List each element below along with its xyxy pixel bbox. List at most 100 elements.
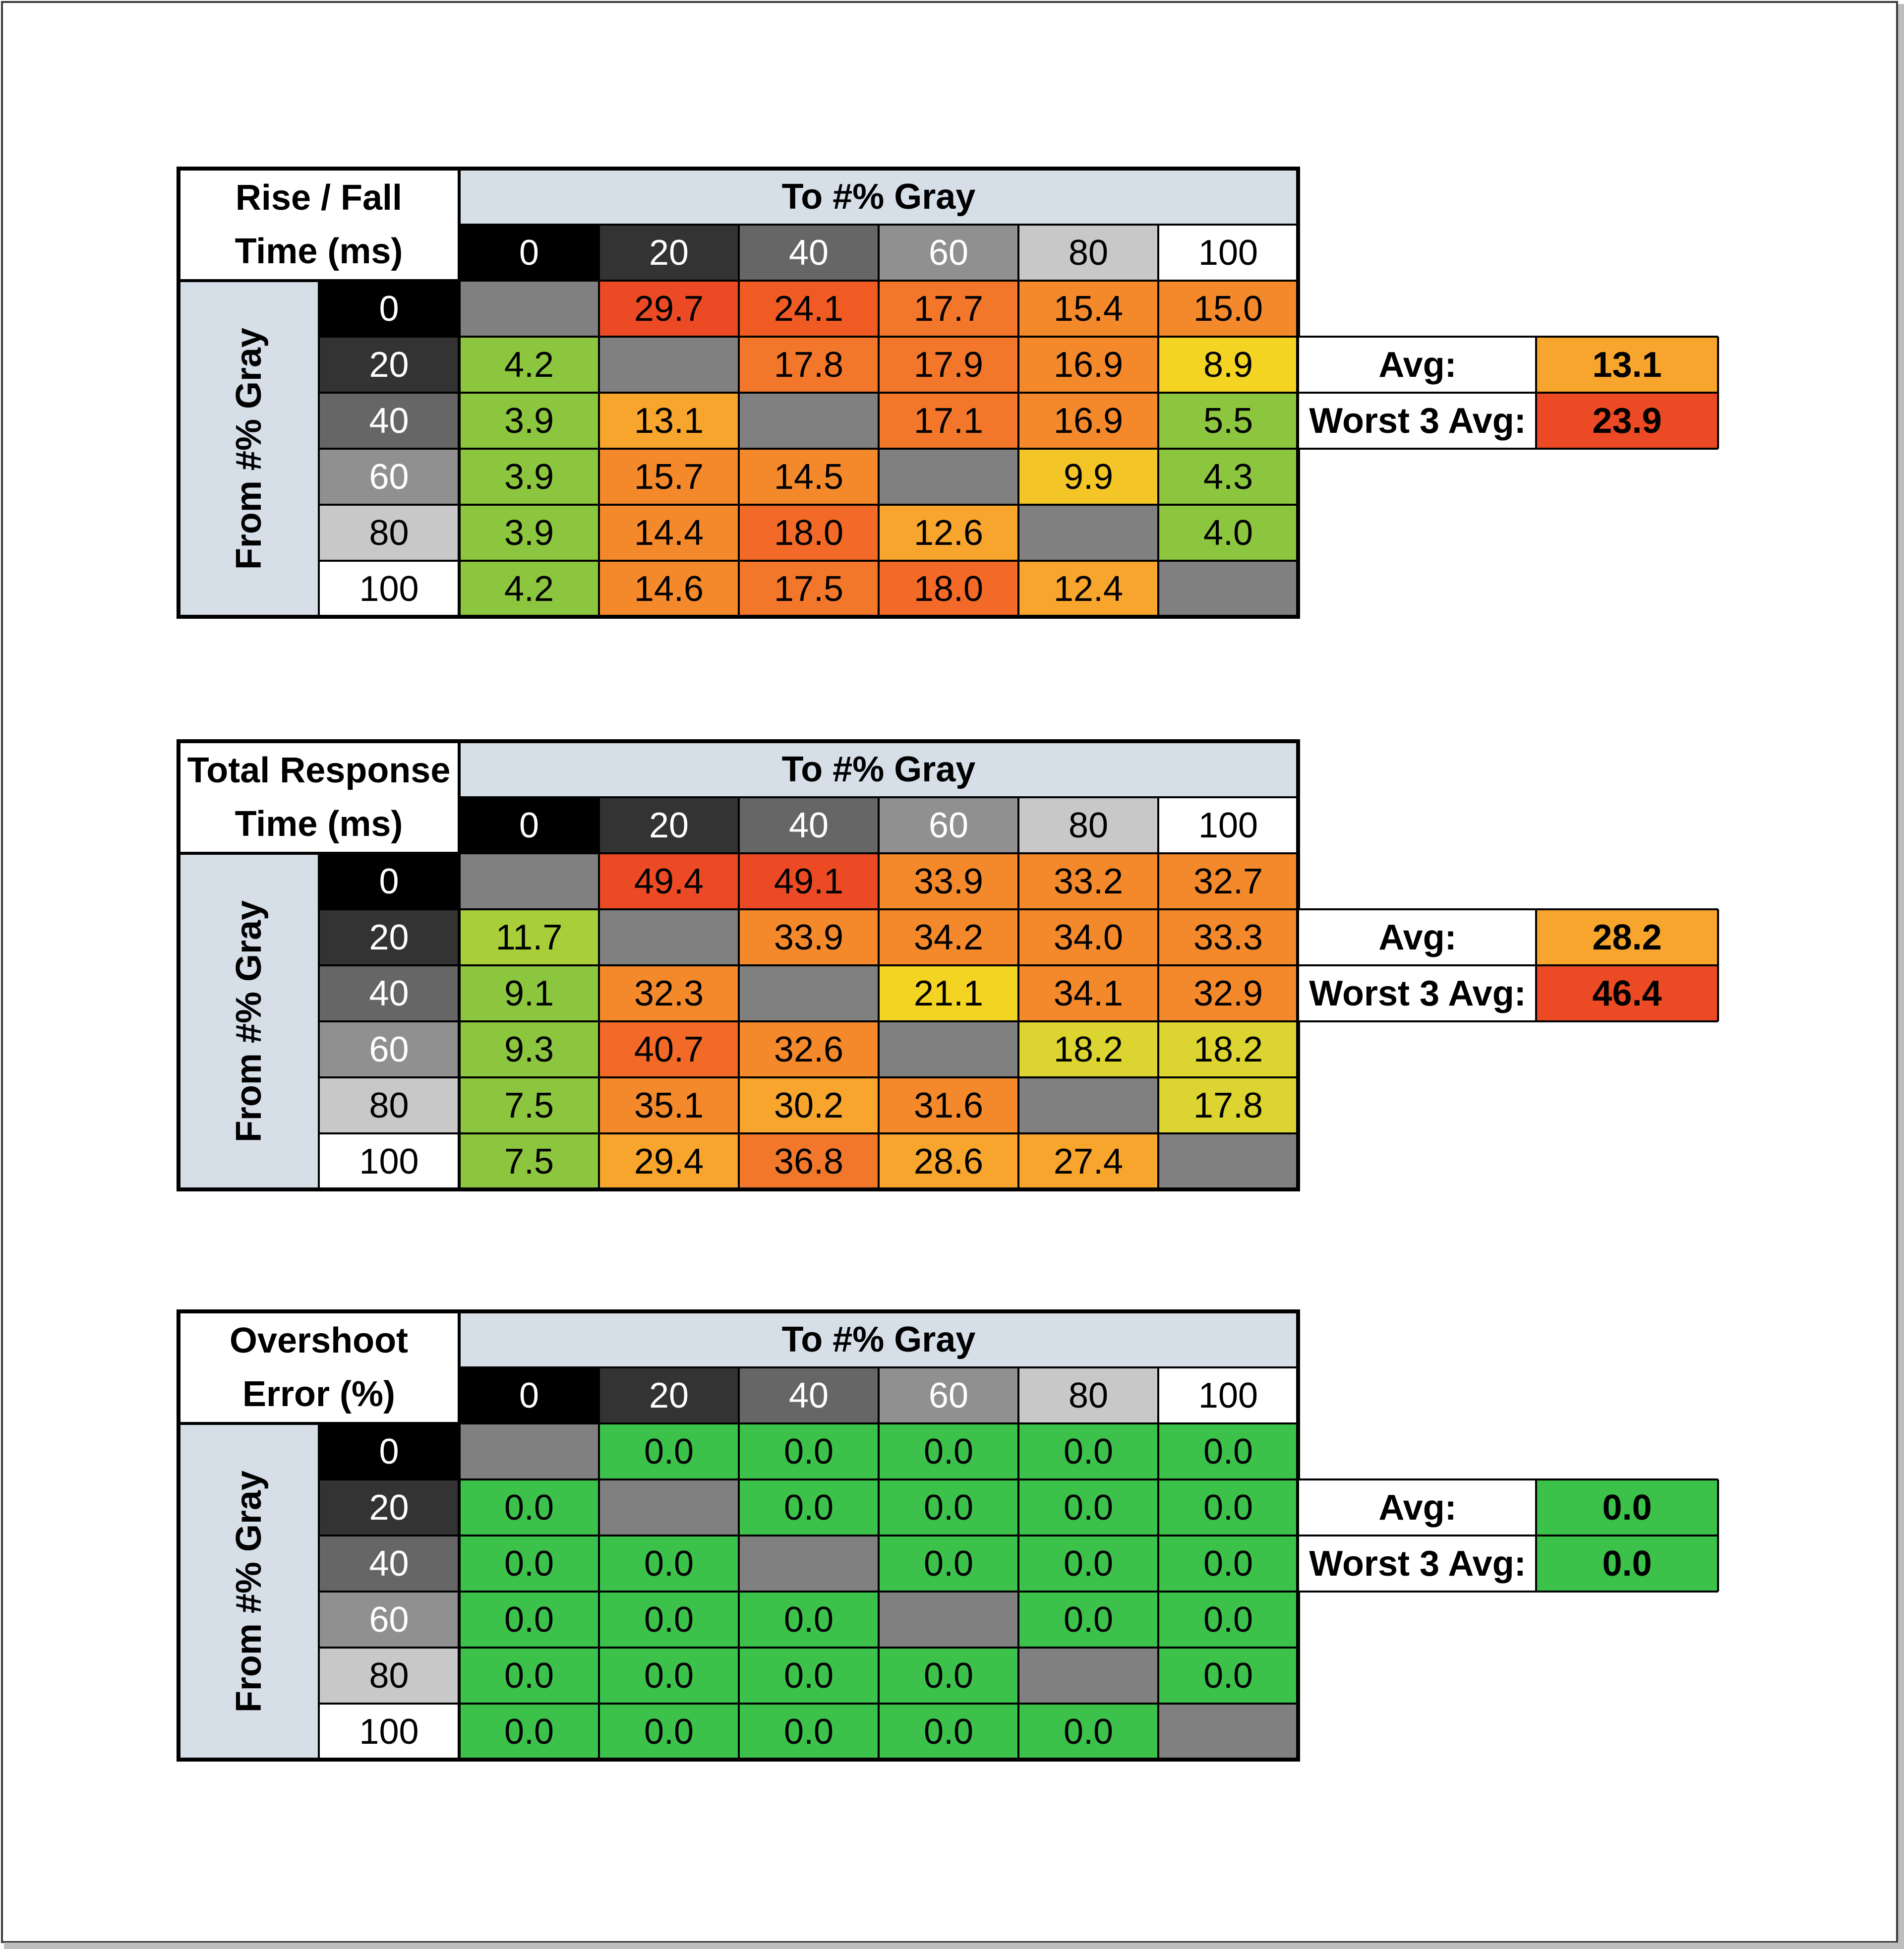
grid-line-h: [319, 504, 459, 506]
grid-line-h: [459, 796, 1298, 798]
grid-line-v: [318, 853, 320, 1189]
heatmap-cell: 15.0: [1158, 281, 1298, 337]
heatmap-cell: 4.0: [1158, 505, 1298, 561]
heatmap-cell: 17.8: [739, 337, 879, 393]
grid-line-v: [458, 1311, 461, 1760]
heatmap-cell: 0.0: [739, 1423, 879, 1479]
table-title-line: Time (ms): [235, 232, 403, 271]
y-tick-label: 40: [319, 1536, 459, 1592]
x-tick-label: 60: [879, 1367, 1018, 1423]
grid-line-v: [1017, 1367, 1019, 1760]
y-axis-label: From #% Gray: [229, 900, 269, 1143]
summary-border: [1717, 337, 1719, 449]
x-tick-label: 100: [1158, 797, 1298, 853]
heatmap-cell-empty: [1018, 505, 1158, 561]
heatmap-cell: 17.5: [739, 561, 879, 617]
heatmap-cell-empty: [459, 281, 599, 337]
x-tick-label: 20: [599, 1367, 739, 1423]
table-border-right: [1296, 739, 1300, 1191]
x-tick-label: 20: [599, 797, 739, 853]
table-border-bottom: [177, 615, 1300, 619]
heatmap-cell: 32.7: [1158, 853, 1298, 909]
heatmap-cell: 0.0: [1018, 1704, 1158, 1760]
x-tick-label: 60: [879, 225, 1018, 281]
heatmap-cell: 3.9: [459, 505, 599, 561]
heatmap-cell: 34.2: [879, 909, 1018, 965]
heatmap-cell: 18.2: [1158, 1021, 1298, 1077]
summary-border: [1299, 908, 1718, 910]
heatmap-cell: 0.0: [1018, 1479, 1158, 1536]
table-title-line: Error (%): [242, 1374, 396, 1414]
table-border-left: [177, 167, 180, 619]
grid-line-h: [319, 1535, 459, 1536]
y-tick-label: 80: [319, 505, 459, 561]
heatmap-cell: 4.3: [1158, 449, 1298, 505]
table-title-line: Time (ms): [235, 804, 403, 844]
x-tick-label: 40: [739, 1367, 879, 1423]
heatmap-cell: 0.0: [1158, 1479, 1298, 1536]
heatmap-cell: 9.9: [1018, 449, 1158, 505]
table-title: Overshoot Error (%): [178, 1311, 459, 1423]
heatmap-cell: 34.1: [1018, 965, 1158, 1021]
heatmap-cell: 17.8: [1158, 1077, 1298, 1133]
grid-line-h: [178, 852, 459, 855]
heatmap-cell: 21.1: [879, 965, 1018, 1021]
grid-line-v: [318, 1423, 320, 1760]
x-axis-label: To #% Gray: [459, 169, 1298, 225]
table-border-left: [177, 739, 180, 1191]
heatmap-cell: 0.0: [1158, 1536, 1298, 1592]
worst-3-avg-value: 23.9: [1536, 393, 1718, 449]
x-tick-label: 0: [459, 225, 599, 281]
grid-line-h: [319, 908, 459, 910]
table-title-line: Total Response: [187, 751, 451, 790]
y-tick-label: 80: [319, 1648, 459, 1704]
grid-line-v: [598, 225, 600, 617]
grid-line-h: [178, 279, 459, 282]
heatmap-cell-empty: [599, 1479, 739, 1536]
table-border-top: [177, 1309, 1300, 1313]
heatmap-cell: 0.0: [879, 1423, 1018, 1479]
heatmap-cell: 29.7: [599, 281, 739, 337]
avg-value: 13.1: [1536, 337, 1718, 393]
grid-line-v: [738, 1367, 740, 1760]
grid-line-v: [1157, 797, 1159, 1189]
x-tick-label: 20: [599, 225, 739, 281]
heatmap-cell: 16.9: [1018, 393, 1158, 449]
heatmap-cell: 34.0: [1018, 909, 1158, 965]
y-tick-label: 0: [319, 1423, 459, 1479]
y-tick-label: 40: [319, 393, 459, 449]
grid-line-h: [178, 1422, 459, 1425]
heatmap-cell: 15.7: [599, 449, 739, 505]
heatmap-cell: 0.0: [879, 1536, 1018, 1592]
table-title-line: Overshoot: [229, 1321, 409, 1360]
y-tick-label: 100: [319, 561, 459, 617]
x-tick-label: 40: [739, 225, 879, 281]
heatmap-cell: 31.6: [879, 1077, 1018, 1133]
heatmap-cell: 0.0: [599, 1423, 739, 1479]
heatmap-cell: 0.0: [879, 1704, 1018, 1760]
y-tick-label: 80: [319, 1077, 459, 1133]
table-border-top: [177, 739, 1300, 743]
x-axis-label: To #% Gray: [459, 1311, 1298, 1367]
grid-line-v: [1157, 1367, 1159, 1760]
heatmap-cell: 18.2: [1018, 1021, 1158, 1077]
heatmap-cell: 32.3: [599, 965, 739, 1021]
heatmap-cell: 0.0: [599, 1592, 739, 1648]
heatmap-cell: 4.2: [459, 561, 599, 617]
heatmap-cell: 18.0: [739, 505, 879, 561]
grid-line-h: [319, 1020, 459, 1022]
heatmap-cell-empty: [879, 1592, 1018, 1648]
heatmap-cell: 16.9: [1018, 337, 1158, 393]
y-tick-label: 0: [319, 853, 459, 909]
table-title-line: Rise / Fall: [235, 178, 403, 218]
worst-3-avg-value: 46.4: [1536, 965, 1718, 1021]
avg-value: 28.2: [1536, 909, 1718, 965]
grid-line-v: [1017, 225, 1019, 617]
heatmap-cell: 13.1: [599, 393, 739, 449]
heatmap-cell: 30.2: [739, 1077, 879, 1133]
heatmap-cell: 14.6: [599, 561, 739, 617]
summary-border: [1299, 1535, 1718, 1536]
heatmap-cell: 27.4: [1018, 1133, 1158, 1189]
heatmap-cell: 0.0: [1158, 1592, 1298, 1648]
